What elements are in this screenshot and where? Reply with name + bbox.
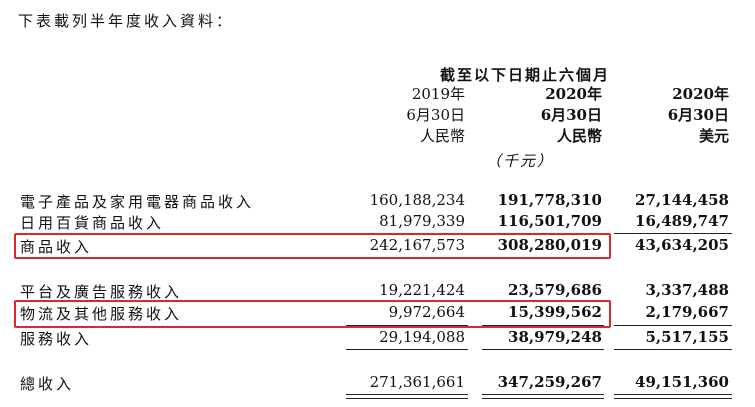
subtotal-rule — [614, 325, 732, 326]
subtotal-rule — [346, 349, 468, 350]
column-unit: （千元） — [486, 152, 555, 170]
row-value-2019: 271,361,661 — [369, 373, 465, 391]
row-label: 日用百貨商品收入 — [20, 214, 165, 232]
row-value-2020-rmb: 23,579,686 — [508, 281, 602, 299]
highlight-box — [14, 233, 611, 259]
highlight-box — [14, 300, 611, 328]
row-value-2019: 160,188,234 — [369, 191, 465, 209]
period-header: 截至以下日期止六個月 — [440, 66, 611, 84]
subtotal-rule — [346, 325, 468, 326]
column-date: 6月30日 — [667, 106, 729, 124]
row-label: 物流及其他服務收入 — [20, 305, 183, 323]
row-value-2019: 19,221,424 — [379, 281, 465, 299]
row-value-2020-rmb: 308,280,019 — [497, 236, 602, 254]
row-value-2020-usd: 27,144,458 — [635, 191, 729, 209]
row-value-2020-rmb: 347,259,267 — [497, 373, 602, 391]
subtotal-rule — [614, 233, 732, 234]
column-year: 2020年 — [545, 85, 602, 103]
column-currency: 美元 — [698, 127, 729, 145]
column-year: 2020年 — [672, 85, 729, 103]
row-value-2020-rmb: 191,778,310 — [497, 191, 602, 209]
row-value-2019: 29,194,088 — [379, 328, 465, 346]
column-date: 6月30日 — [406, 106, 465, 124]
column-header-2020-usd: 2020年 6月30日 美元 — [668, 84, 729, 147]
row-value-2020-usd: 43,634,205 — [635, 236, 729, 254]
total-double-rule — [482, 394, 604, 399]
column-header-2020-rmb: 2020年 6月30日 人民幣 — [541, 84, 602, 147]
row-label: 總收入 — [20, 375, 75, 393]
row-label: 商品收入 — [20, 238, 93, 256]
row-label: 電子產品及家用電器商品收入 — [20, 193, 255, 211]
row-label: 服務收入 — [20, 330, 93, 348]
row-value-2020-usd: 16,489,747 — [635, 212, 729, 230]
column-year: 2019年 — [411, 85, 465, 103]
row-label: 平台及廣告服務收入 — [20, 283, 183, 301]
subtotal-rule — [482, 325, 604, 326]
row-value-2020-usd: 5,517,155 — [645, 328, 729, 346]
column-header-2019: 2019年 6月30日 人民幣 — [406, 84, 465, 147]
subtotal-rule — [614, 349, 732, 350]
row-value-2020-rmb: 38,979,248 — [508, 328, 602, 346]
column-currency: 人民幣 — [556, 127, 602, 145]
column-currency: 人民幣 — [419, 127, 465, 145]
row-value-2019: 9,972,664 — [388, 303, 465, 321]
row-value-2020-rmb: 116,501,709 — [497, 212, 602, 230]
row-value-2020-usd: 49,151,360 — [635, 373, 729, 391]
column-date: 6月30日 — [540, 106, 602, 124]
total-double-rule — [614, 394, 732, 399]
row-value-2020-usd: 2,179,667 — [645, 303, 729, 321]
intro-text: 下表載列半年度收入資料： — [18, 12, 235, 30]
row-value-2020-usd: 3,337,488 — [645, 281, 729, 299]
row-value-2020-rmb: 15,399,562 — [508, 303, 602, 321]
subtotal-rule — [482, 349, 604, 350]
total-double-rule — [346, 394, 468, 399]
row-value-2019: 81,979,339 — [379, 212, 465, 230]
row-value-2019: 242,167,573 — [369, 236, 465, 254]
